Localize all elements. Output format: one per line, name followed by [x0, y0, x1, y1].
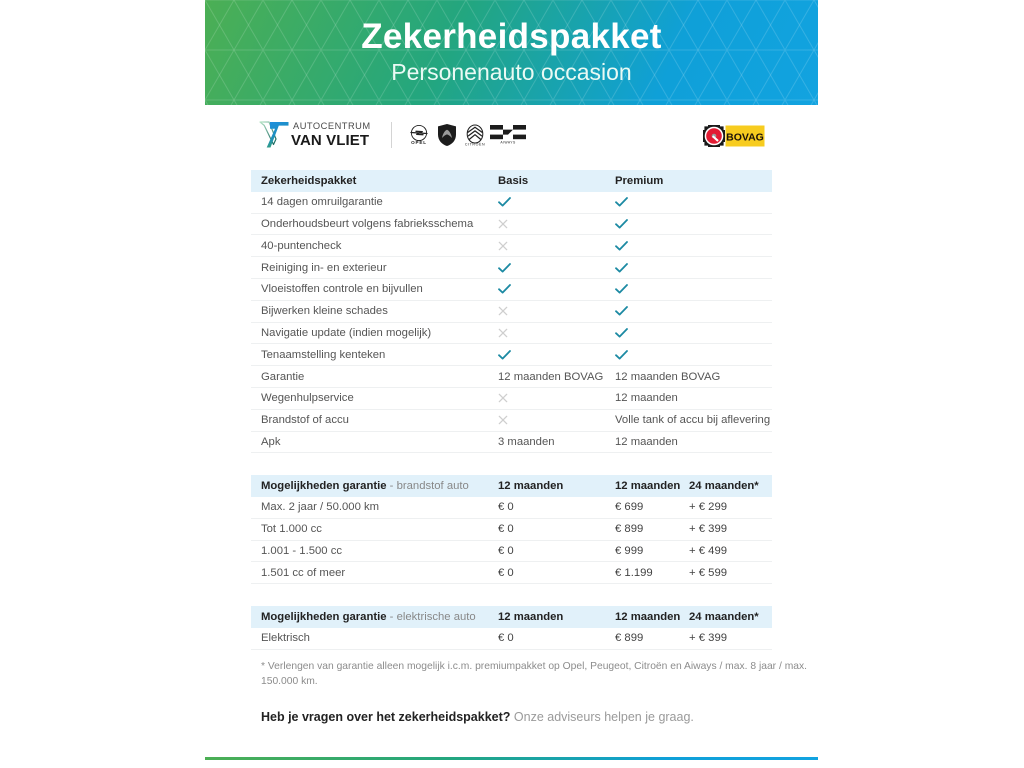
svg-text:AIWAYS: AIWAYS — [500, 141, 516, 145]
svg-text:BOVAG: BOVAG — [726, 132, 764, 144]
svg-text:CITROËN: CITROËN — [465, 143, 485, 147]
svg-text:OPEL: OPEL — [411, 140, 427, 145]
